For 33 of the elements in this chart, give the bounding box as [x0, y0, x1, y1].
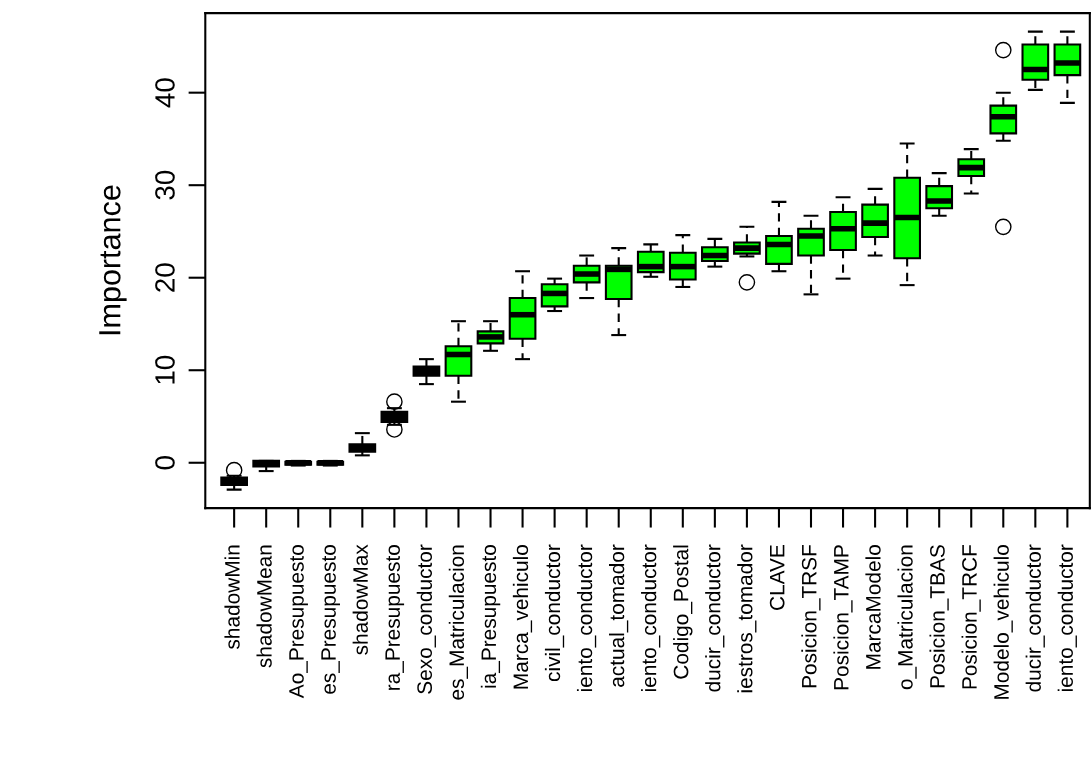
y-axis-title: Importance [99, 185, 127, 335]
x-tick-label: Codigo_Postal [673, 545, 693, 679]
x-tick-label: o_Matriculacion [897, 545, 917, 690]
x-tick-label: ra_Presupuesto [385, 545, 405, 690]
x-tick-label: civil_conductor [544, 544, 565, 682]
x-tick-label: iestros_tomador [737, 544, 757, 693]
x-tick-label: Posicion_TRCF [961, 545, 981, 689]
x-tick-label: ducir_conductor [1025, 544, 1045, 692]
x-tick-label: shadowMean [256, 545, 272, 668]
x-tick-label: iento_conductor [1057, 544, 1077, 692]
x-tick-label: Posicion_TRSF [801, 545, 821, 688]
y-tick-label: 0 [155, 456, 175, 470]
x-tick-label: iento_conductor [576, 544, 597, 692]
x-tick-label: CLAVE [769, 545, 785, 610]
x-tick-label: es_Presupuesto [321, 545, 340, 694]
x-tick-label: es_Matriculacion [448, 545, 468, 700]
x-tick-label: Marca_vehiculo [512, 545, 533, 689]
x-tick-label: MarcaModelo [865, 545, 881, 669]
y-tick-label: 40 [155, 78, 175, 108]
x-tick-label: Posicion_TAMP [833, 545, 853, 690]
x-tick-label: ducir_conductor [705, 544, 725, 692]
x-tick-label: shadowMax [352, 544, 368, 655]
x-tick-label: Sexo_conductor [416, 544, 436, 694]
y-tick-label: 20 [155, 263, 175, 292]
x-tick-label: iento_conductor [641, 544, 661, 692]
y-tick-label: 30 [155, 170, 175, 200]
x-tick-label: Ao_Presupuesto [289, 545, 308, 699]
x-tick-label: Modelo_vehiculo [993, 545, 1013, 699]
x-tick-label: shadowMin [224, 545, 240, 649]
x-tick-label: actual_tomador [609, 544, 629, 687]
y-tick-label: 10 [155, 355, 175, 384]
x-tick-label: ia_Presupuesto [480, 545, 501, 688]
x-tick-label: Posicion_TBAS [929, 545, 949, 688]
